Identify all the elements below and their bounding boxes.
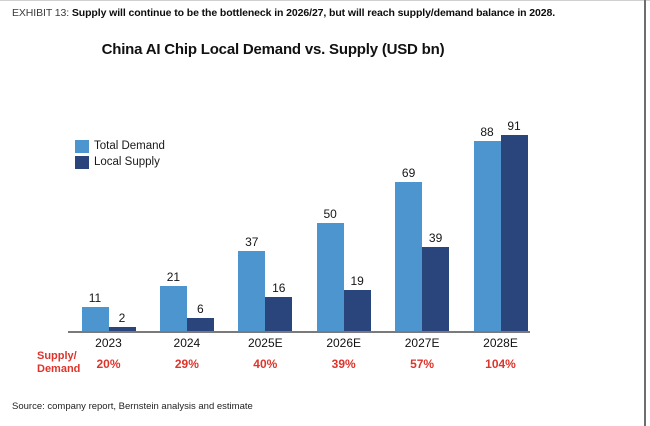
chart-title: China AI Chip Local Demand vs. Supply (U… [101,41,445,58]
supply-value-label: 6 [197,302,204,317]
supply-demand-ratio-value: 39% [331,357,356,371]
supply-demand-ratio-value: 29% [174,357,199,371]
supply-bar [108,326,136,331]
demand-bar [81,307,109,331]
demand-value-label: 88 [480,125,494,140]
legend-item-local-supply: Local Supply [75,154,165,170]
supply-demand-ratio-caption: Supply/ Demand [37,350,81,375]
supply-value-label: 39 [428,230,443,245]
category-label: 2025E [247,336,283,350]
exhibit-headline: Supply will continue to be the bottlenec… [71,7,556,19]
supply-color-swatch [75,155,89,169]
demand-value-label: 37 [245,235,259,250]
exhibit-number: EXHIBIT 13: [12,7,70,19]
source-note: Source: company report, Bernstein analys… [12,401,253,412]
demand-bar [473,141,501,331]
supply-bar [500,134,528,331]
category-label: 2028E [483,336,518,350]
demand-bar [159,285,187,331]
supply-demand-ratio-value: 57% [410,357,435,371]
chart-legend: Total Demand Local Supply [75,138,165,170]
supply-value-label: 19 [350,274,364,289]
demand-bar [238,251,266,331]
x-axis-line [68,331,530,333]
category-label: 2027E [404,336,440,350]
top-divider [0,0,650,1]
supply-bar [265,296,293,331]
exhibit-caption: EXHIBIT 13: Supply will continue to be t… [12,7,637,20]
supply-bar [186,318,214,331]
demand-value-label: 21 [166,269,181,284]
supply-value-label: 91 [507,118,521,133]
demand-value-label: 11 [88,291,102,306]
legend-label-local-supply: Local Supply [94,156,160,168]
supply-demand-ratio-value: 104% [485,357,516,371]
demand-value-label: 50 [323,207,337,222]
supply-demand-ratio-value: 40% [253,357,278,371]
category-label: 2024 [173,336,201,350]
supply-demand-ratio-value: 20% [96,357,121,371]
supply-value-label: 16 [272,280,286,295]
demand-value-label: 69 [401,166,416,181]
page-edge-divider [644,0,646,426]
demand-bar [395,182,423,331]
supply-bar [422,246,450,331]
demand-bar [316,223,344,331]
demand-color-swatch [75,139,89,153]
category-label: 2023 [95,336,122,350]
legend-label-total-demand: Total Demand [94,140,165,152]
supply-bar [343,290,371,331]
category-label: 2026E [326,336,362,350]
legend-item-total-demand: Total Demand [75,138,165,154]
supply-value-label: 2 [118,310,126,325]
